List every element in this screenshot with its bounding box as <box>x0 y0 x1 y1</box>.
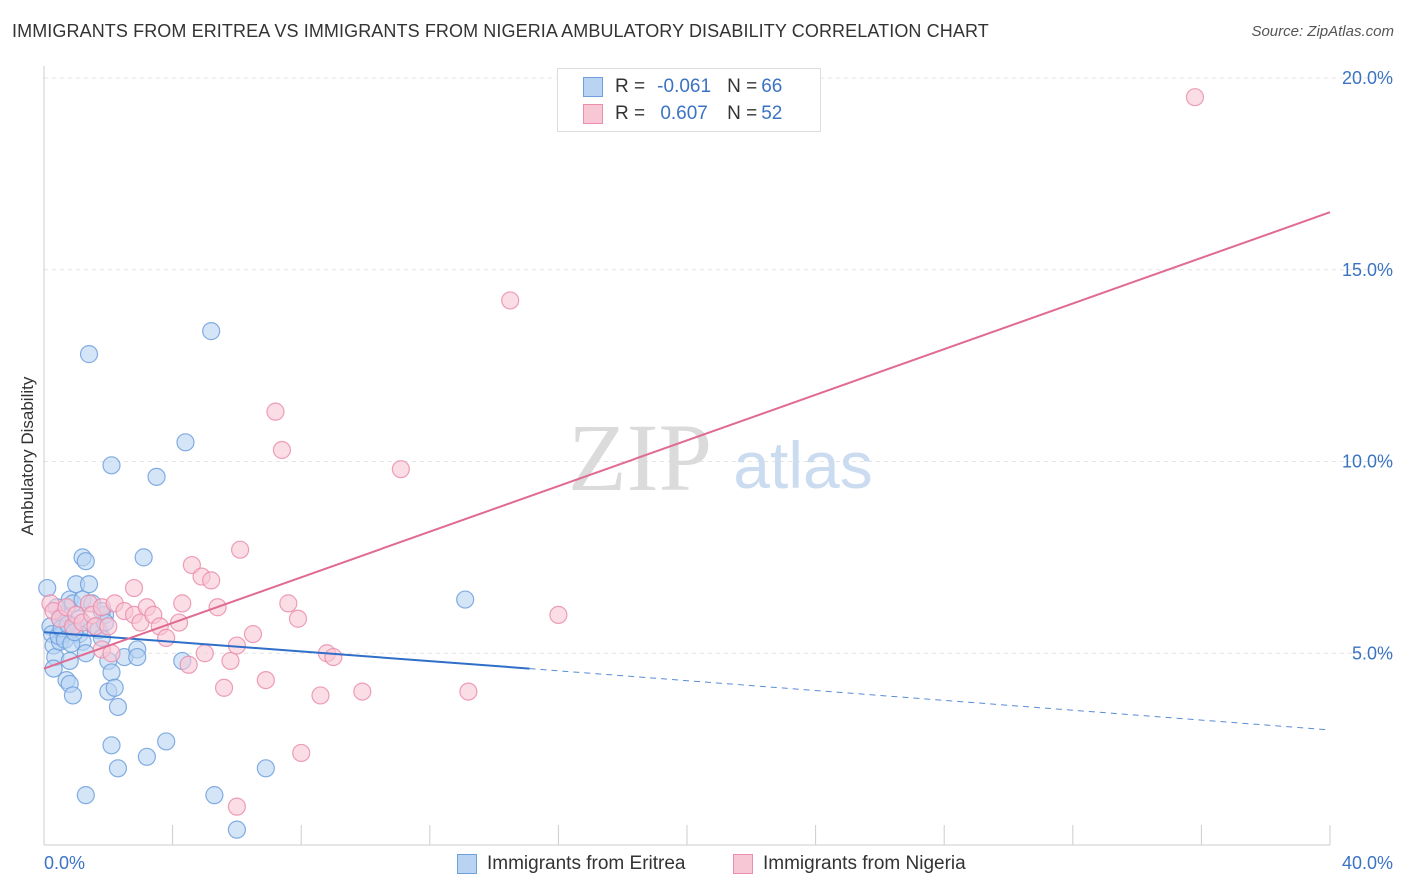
nigeria-legend-label: Immigrants from Nigeria <box>763 853 966 874</box>
y-tick-label: 5.0% <box>1352 643 1393 663</box>
legend-item-eritrea[interactable]: Immigrants from Eritrea <box>457 852 685 876</box>
legend-row-nigeria: R = 0.607 N = 52 <box>583 102 782 126</box>
eritrea-swatch <box>583 77 603 97</box>
eritrea-point <box>147 467 166 486</box>
watermark-atlas: atlas <box>733 428 872 502</box>
eritrea-point <box>202 322 221 341</box>
nigeria-point <box>124 578 144 598</box>
eritrea-point <box>176 433 195 452</box>
grid-layer <box>44 77 1394 654</box>
nigeria-point <box>324 647 343 667</box>
eritrea-trend-extension <box>529 668 1331 731</box>
nigeria-point <box>256 670 275 690</box>
nigeria-point <box>292 743 311 763</box>
nigeria-point <box>288 609 308 628</box>
x-tick-label: 40.0% <box>1342 853 1393 873</box>
nigeria-point <box>311 686 330 705</box>
y-tick-label: 15.0% <box>1342 260 1393 280</box>
nigeria-point <box>391 460 410 479</box>
r-label: R = <box>615 76 646 97</box>
eritrea-point <box>137 747 156 766</box>
nigeria-trend-line <box>43 211 1331 670</box>
eritrea-point <box>102 663 121 682</box>
nigeria-point <box>227 797 246 816</box>
nigeria-point <box>272 440 292 460</box>
eritrea-point <box>157 732 176 751</box>
nigeria-point <box>157 628 176 648</box>
eritrea-point <box>63 686 83 705</box>
y-tick-label: 20.0% <box>1342 68 1393 88</box>
nigeria-point <box>353 682 372 701</box>
y-tick-label: 10.0% <box>1342 452 1393 472</box>
chart-title: IMMIGRANTS FROM ERITREA VS IMMIGRANTS FR… <box>12 21 989 41</box>
nigeria-point <box>214 678 234 697</box>
eritrea-point <box>76 786 95 805</box>
nigeria-point <box>195 644 214 663</box>
nigeria-point <box>231 540 250 559</box>
tick-label-layer: 5.0% 10.0% 15.0% 20.0% 0.0% 40.0% <box>44 68 1393 873</box>
nigeria-point <box>459 682 478 701</box>
nigeria-point <box>501 291 520 310</box>
axis-layer <box>43 66 1331 846</box>
nigeria-point <box>202 571 221 590</box>
y-axis-label: Ambulatory Disability <box>18 376 37 536</box>
nigeria-point <box>221 651 240 671</box>
eritrea-point <box>105 678 124 697</box>
nigeria-point <box>179 655 198 674</box>
source-label: Source: ZipAtlas.com <box>1251 23 1394 40</box>
nigeria-point <box>243 624 263 644</box>
correlation-legend: R = -0.061 N = 66 R = 0.607 N = 52 <box>557 68 821 132</box>
trend-layer <box>43 211 1331 731</box>
r-value: 0.607 <box>660 103 708 124</box>
points-layer <box>38 88 1205 839</box>
nigeria-legend-swatch <box>733 854 753 874</box>
n-value: 66 <box>761 76 783 97</box>
eritrea-point <box>256 759 275 778</box>
eritrea-point <box>128 647 147 667</box>
eritrea-legend-label: Immigrants from Eritrea <box>487 853 686 874</box>
r-label: R = <box>615 103 646 124</box>
legend-item-nigeria[interactable]: Immigrants from Nigeria <box>733 852 966 876</box>
x-tick-label: 0.0% <box>44 853 85 873</box>
n-label: N = <box>727 76 758 97</box>
eritrea-legend-swatch <box>457 854 477 874</box>
nigeria-point <box>99 617 118 636</box>
nigeria-point <box>279 594 298 613</box>
eritrea-point <box>102 736 121 755</box>
eritrea-point <box>79 575 99 594</box>
eritrea-point <box>108 759 128 778</box>
eritrea-point <box>102 456 121 475</box>
eritrea-point <box>38 578 57 598</box>
nigeria-point <box>173 594 192 613</box>
eritrea-point <box>227 820 246 839</box>
eritrea-point <box>456 590 475 609</box>
n-label: N = <box>727 103 758 124</box>
r-value: -0.061 <box>657 76 712 97</box>
eritrea-point <box>108 697 128 717</box>
nigeria-point <box>1185 88 1205 107</box>
nigeria-swatch <box>583 104 603 124</box>
eritrea-point <box>134 548 153 567</box>
nigeria-point <box>266 402 285 421</box>
eritrea-point <box>205 786 224 805</box>
n-value: 52 <box>761 103 783 124</box>
legend-row-eritrea: R = -0.061 N = 66 <box>583 75 782 99</box>
eritrea-point <box>79 345 99 364</box>
eritrea-trend-line <box>43 631 530 670</box>
nigeria-point <box>549 605 568 625</box>
eritrea-point <box>76 552 95 571</box>
